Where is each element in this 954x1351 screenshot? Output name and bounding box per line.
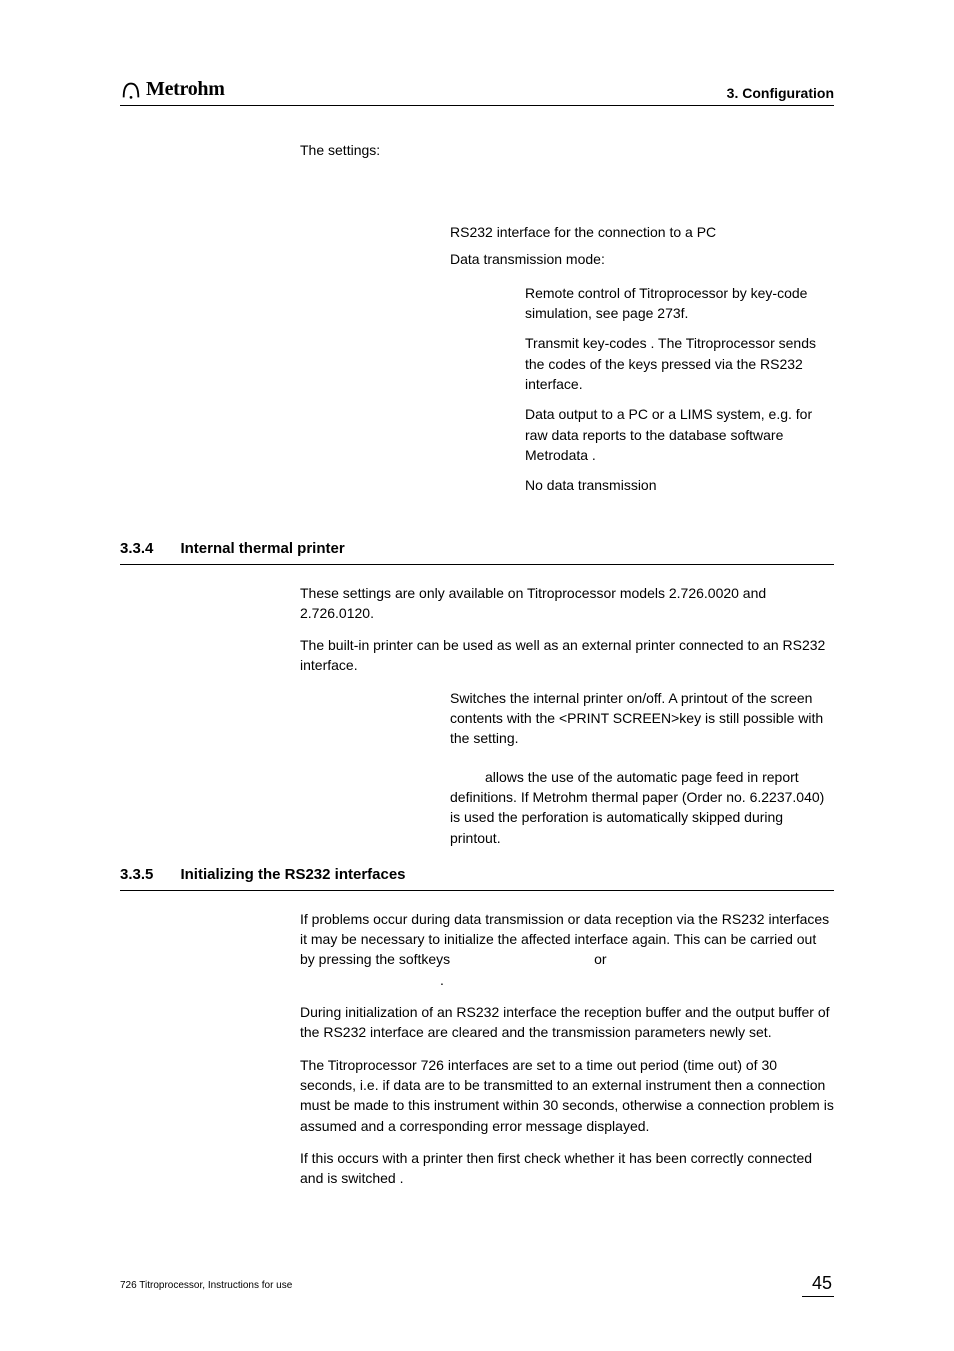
section-334-heading: 3.3.4 Internal thermal printer — [120, 540, 834, 558]
s334-p1: These settings are only available on Tit… — [300, 583, 834, 624]
section-334-rule — [120, 564, 834, 565]
footer-doc-title: 726 Titroprocessor, Instructions for use — [120, 1280, 292, 1291]
s335-p3: The Titroprocessor 726 interfaces are se… — [300, 1055, 834, 1136]
section-334-title: Internal thermal printer — [180, 540, 344, 557]
rs232-mode-3: No data transmission — [525, 475, 834, 495]
content-area: The settings: RS232 interface for the co… — [300, 140, 834, 496]
s335-p1b: . — [440, 972, 444, 988]
logo-text: Metrohm — [146, 78, 225, 101]
section-334-number: 3.3.4 — [120, 540, 176, 557]
section-335-rule — [120, 890, 834, 891]
s335-p1-gap2 — [300, 972, 436, 988]
rs232-mode-1: Transmit key-codes . The Titroprocessor … — [525, 333, 834, 394]
settings-intro: The settings: — [300, 140, 834, 160]
s335-p4: If this occurs with a printer then first… — [300, 1148, 834, 1189]
rs232-mode-label: Data transmission mode: — [450, 249, 834, 269]
metrohm-icon — [120, 79, 142, 101]
s334-p3: Switches the internal printer on/off. A … — [450, 688, 834, 749]
s335-p1-gap1 — [454, 951, 590, 967]
section-335-number: 3.3.5 — [120, 866, 176, 883]
page-header: Metrohm 3. Configuration — [120, 78, 834, 106]
section-334-content: These settings are only available on Tit… — [300, 583, 834, 848]
page-number: 45 — [802, 1273, 834, 1297]
s335-p1-or: or — [594, 951, 606, 967]
rs232-mode-0: Remote control of Titroprocessor by key-… — [525, 283, 834, 324]
page: Metrohm 3. Configuration The settings: R… — [0, 0, 954, 1351]
brand-logo: Metrohm — [120, 78, 225, 101]
s334-p4: allows the use of the automatic page fee… — [450, 767, 834, 848]
s335-p1: If problems occur during data transmissi… — [300, 909, 834, 990]
section-335-heading: 3.3.5 Initializing the RS232 interfaces — [120, 866, 834, 884]
rs232-desc: RS232 interface for the connection to a … — [450, 222, 834, 242]
chapter-title: 3. Configuration — [727, 85, 834, 101]
section-335-content: If problems occur during data transmissi… — [300, 909, 834, 1189]
s335-p2: During initialization of an RS232 interf… — [300, 1002, 834, 1043]
section-335-title: Initializing the RS232 interfaces — [180, 866, 405, 883]
rs232-mode-2: Data output to a PC or a LIMS system, e.… — [525, 404, 834, 465]
page-footer: 726 Titroprocessor, Instructions for use… — [120, 1275, 834, 1293]
s334-p2: The built-in printer can be used as well… — [300, 635, 834, 676]
